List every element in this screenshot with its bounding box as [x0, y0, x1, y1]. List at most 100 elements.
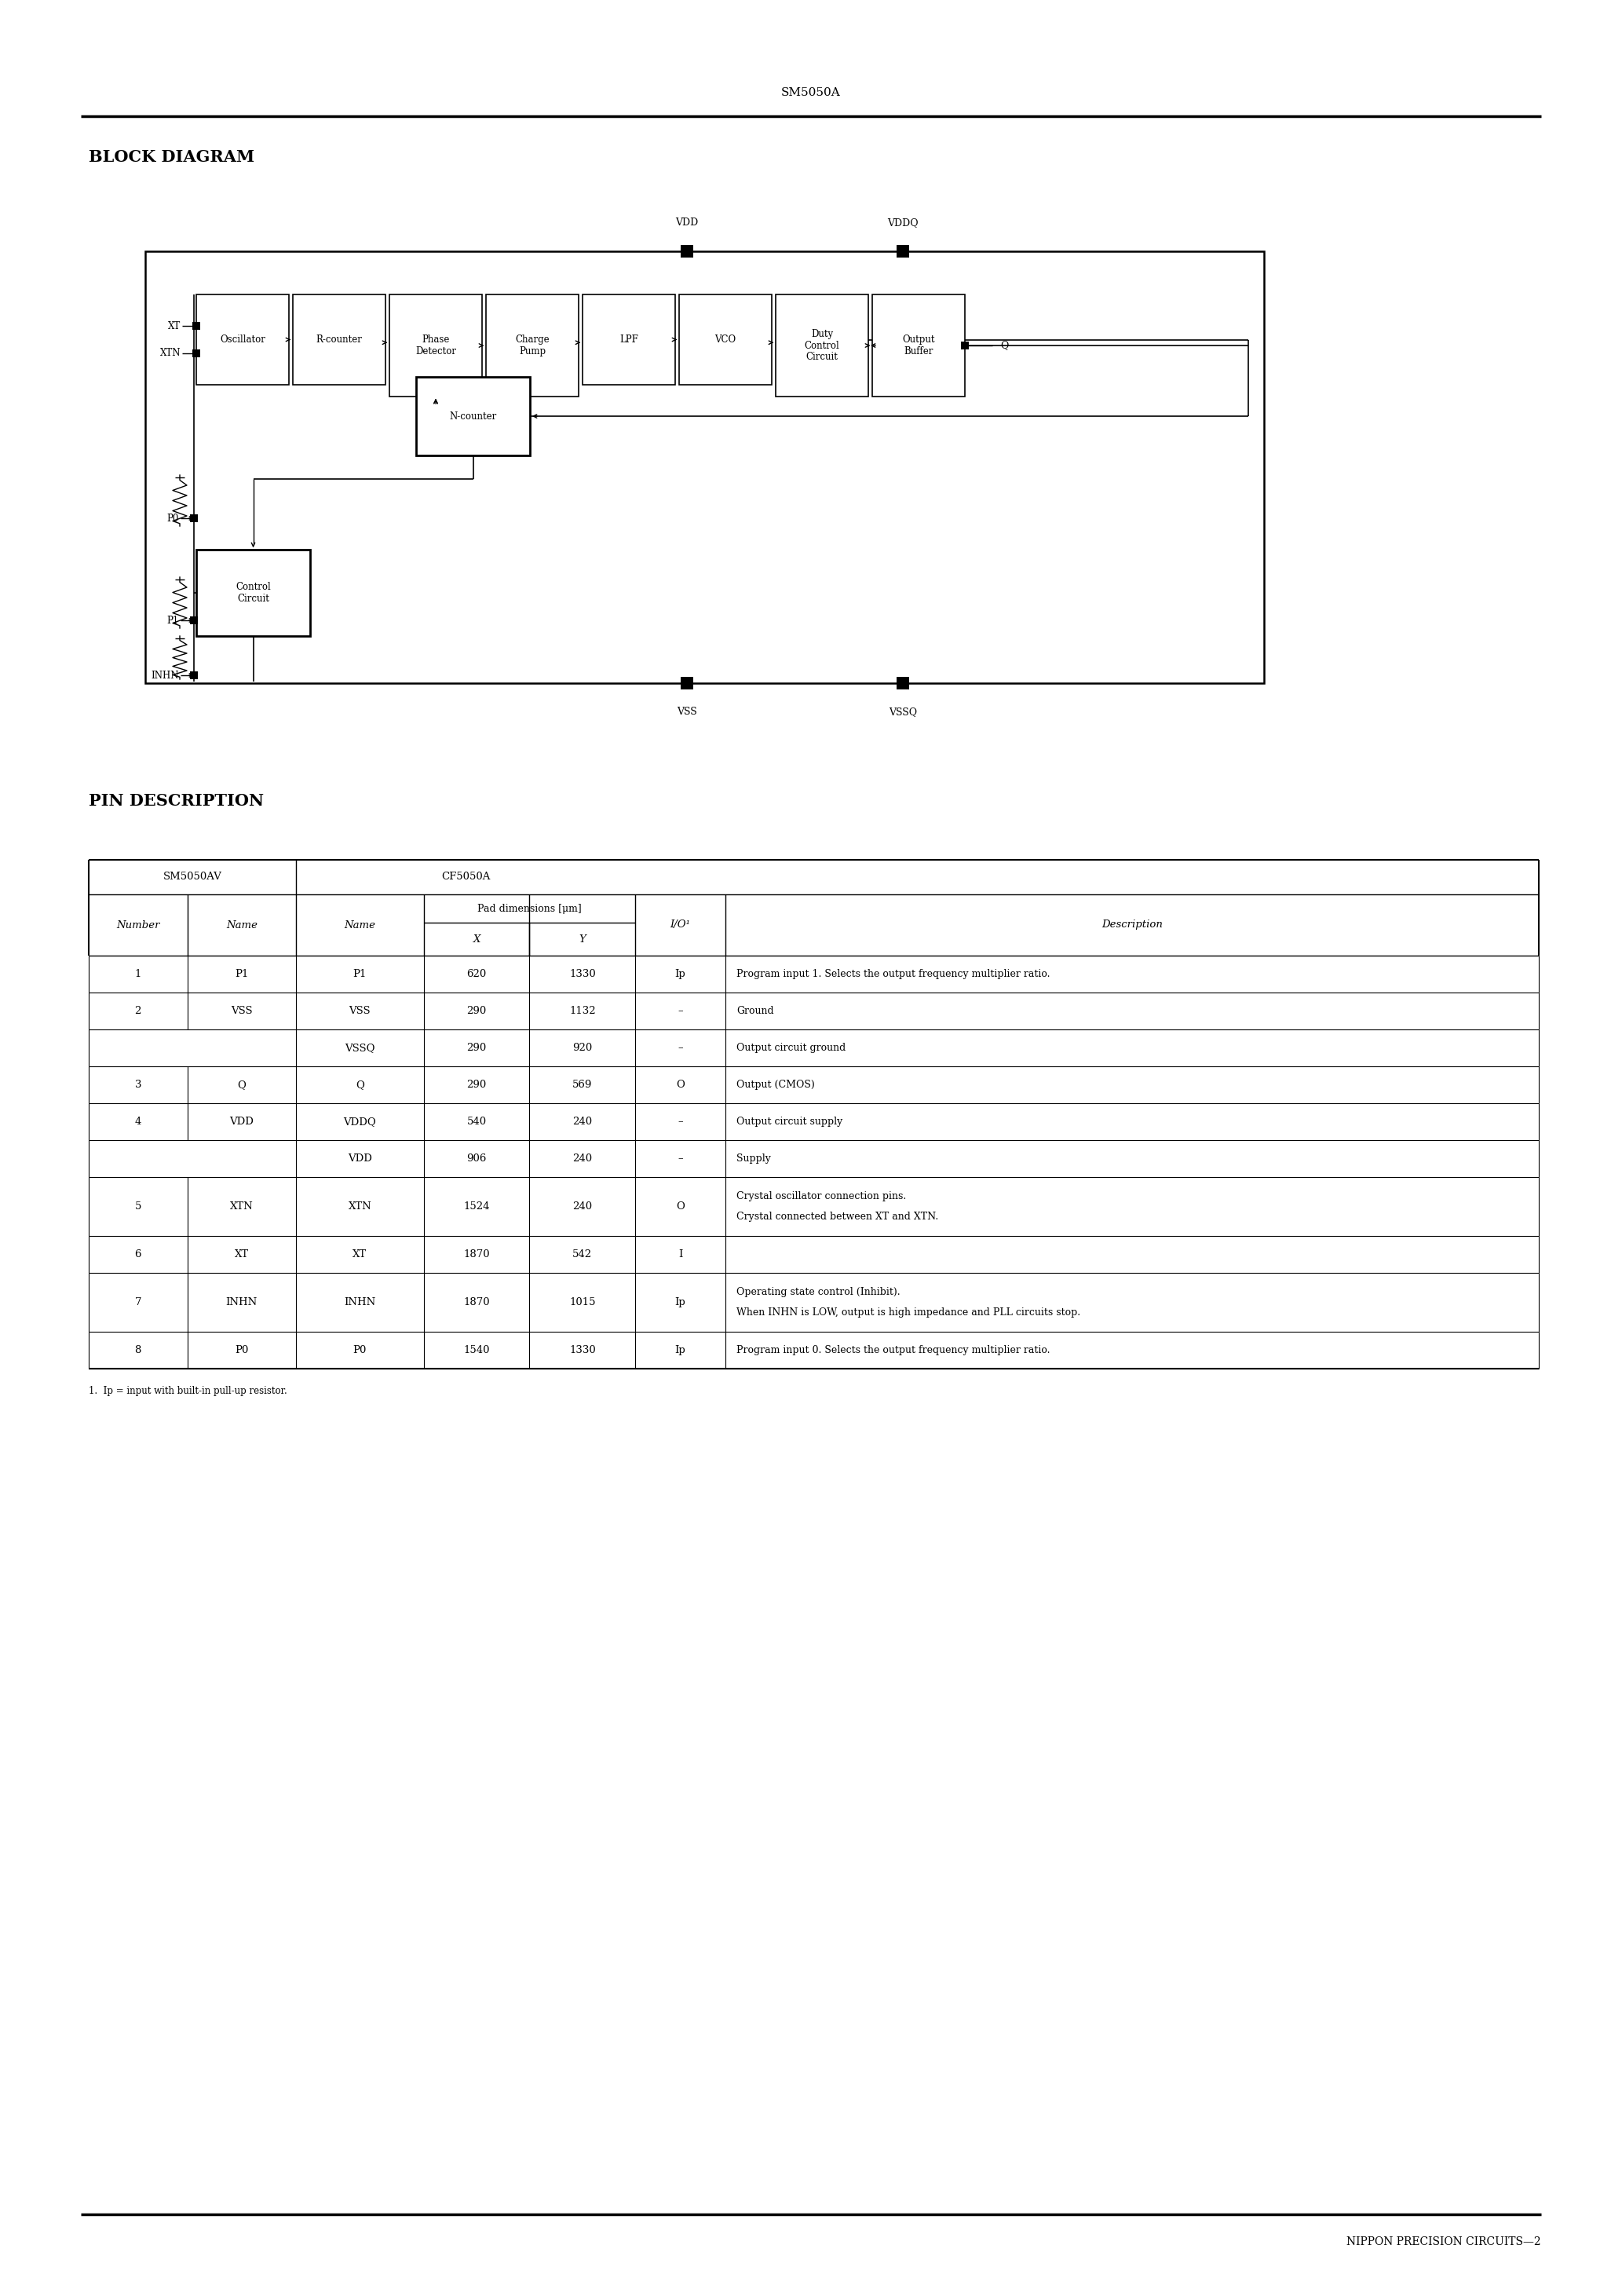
- Text: Ip: Ip: [675, 969, 686, 978]
- Text: Q: Q: [237, 1079, 247, 1091]
- Text: 7: 7: [135, 1297, 141, 1306]
- Bar: [681, 677, 693, 689]
- Text: 6: 6: [135, 1249, 141, 1261]
- Text: XTN: XTN: [230, 1201, 253, 1212]
- Text: PIN DESCRIPTION: PIN DESCRIPTION: [89, 792, 264, 808]
- Text: Supply: Supply: [736, 1153, 770, 1164]
- Text: 1870: 1870: [464, 1297, 490, 1306]
- Text: VSS: VSS: [676, 707, 697, 716]
- Text: 240: 240: [573, 1153, 592, 1164]
- Text: Name: Name: [344, 921, 376, 930]
- Text: 920: 920: [573, 1042, 592, 1054]
- Text: P1: P1: [354, 969, 367, 978]
- Text: 290: 290: [467, 1079, 487, 1091]
- Bar: [897, 677, 910, 689]
- Text: Output (CMOS): Output (CMOS): [736, 1079, 814, 1091]
- Bar: [873, 294, 965, 397]
- Text: I: I: [678, 1249, 683, 1261]
- Text: Program input 0. Selects the output frequency multiplier ratio.: Program input 0. Selects the output freq…: [736, 1345, 1049, 1355]
- Text: R-counter: R-counter: [316, 335, 362, 344]
- Text: Operating state control (Inhibit).: Operating state control (Inhibit).: [736, 1286, 900, 1297]
- Text: VCO: VCO: [715, 335, 736, 344]
- Text: VSS: VSS: [349, 1006, 371, 1017]
- Text: I/O¹: I/O¹: [670, 921, 691, 930]
- Text: INHN: INHN: [344, 1297, 376, 1306]
- Text: Crystal oscillator connection pins.: Crystal oscillator connection pins.: [736, 1192, 907, 1201]
- Text: X: X: [474, 934, 480, 944]
- Text: Ip: Ip: [675, 1345, 686, 1355]
- Bar: [196, 549, 310, 636]
- Text: SM5050A: SM5050A: [782, 87, 840, 99]
- Text: Duty
Control
Circuit: Duty Control Circuit: [805, 328, 840, 363]
- Text: INHN: INHN: [151, 670, 178, 680]
- Bar: [190, 615, 198, 625]
- Text: Description: Description: [1101, 921, 1163, 930]
- Text: 5: 5: [135, 1201, 141, 1212]
- Text: Phase
Detector: Phase Detector: [415, 335, 456, 356]
- Text: VDDQ: VDDQ: [344, 1116, 376, 1127]
- Text: 1: 1: [135, 969, 141, 978]
- Text: 4: 4: [135, 1116, 141, 1127]
- Text: Control
Circuit: Control Circuit: [235, 581, 271, 604]
- Text: Output circuit supply: Output circuit supply: [736, 1116, 842, 1127]
- Text: P0: P0: [354, 1345, 367, 1355]
- Text: –: –: [678, 1153, 683, 1164]
- Bar: [196, 294, 289, 386]
- Bar: [389, 294, 482, 397]
- Text: Pad dimensions [μm]: Pad dimensions [μm]: [477, 902, 582, 914]
- Text: VDD: VDD: [347, 1153, 371, 1164]
- Text: VDD: VDD: [230, 1116, 253, 1127]
- Text: Q: Q: [355, 1079, 365, 1091]
- Text: VDDQ: VDDQ: [887, 218, 918, 227]
- Text: O: O: [676, 1201, 684, 1212]
- Text: –: –: [678, 1116, 683, 1127]
- Text: 906: 906: [467, 1153, 487, 1164]
- Text: BLOCK DIAGRAM: BLOCK DIAGRAM: [89, 149, 255, 165]
- Text: P0: P0: [167, 512, 178, 523]
- Text: CF5050A: CF5050A: [441, 872, 490, 882]
- Text: 240: 240: [573, 1116, 592, 1127]
- Text: 290: 290: [467, 1006, 487, 1017]
- Text: VSSQ: VSSQ: [889, 707, 916, 716]
- Text: N-counter: N-counter: [449, 411, 496, 420]
- Text: 540: 540: [467, 1116, 487, 1127]
- Text: XTN: XTN: [159, 349, 180, 358]
- Bar: [960, 342, 968, 349]
- Bar: [190, 514, 198, 521]
- Text: 620: 620: [467, 969, 487, 978]
- Bar: [487, 294, 579, 397]
- Text: P0: P0: [235, 1345, 248, 1355]
- Text: Crystal connected between XT and XTN.: Crystal connected between XT and XTN.: [736, 1212, 938, 1221]
- Text: Name: Name: [225, 921, 258, 930]
- Text: 240: 240: [573, 1201, 592, 1212]
- Text: 569: 569: [573, 1079, 592, 1091]
- Text: 1015: 1015: [569, 1297, 595, 1306]
- Text: 1524: 1524: [464, 1201, 490, 1212]
- Text: Program input 1. Selects the output frequency multiplier ratio.: Program input 1. Selects the output freq…: [736, 969, 1049, 978]
- Bar: [680, 294, 772, 386]
- Text: Oscillator: Oscillator: [221, 335, 266, 344]
- Text: 1870: 1870: [464, 1249, 490, 1261]
- Text: 1540: 1540: [464, 1345, 490, 1355]
- Text: INHN: INHN: [225, 1297, 258, 1306]
- Text: VSSQ: VSSQ: [345, 1042, 375, 1054]
- Text: 3: 3: [135, 1079, 141, 1091]
- Bar: [681, 246, 693, 257]
- Bar: [294, 294, 386, 386]
- Text: VSS: VSS: [230, 1006, 253, 1017]
- Text: 1132: 1132: [569, 1006, 595, 1017]
- Text: Charge
Pump: Charge Pump: [516, 335, 550, 356]
- Text: –: –: [678, 1042, 683, 1054]
- Text: SM5050AV: SM5050AV: [162, 872, 222, 882]
- Text: 1330: 1330: [569, 969, 595, 978]
- Text: O: O: [676, 1079, 684, 1091]
- Text: 1330: 1330: [569, 1345, 595, 1355]
- Text: 290: 290: [467, 1042, 487, 1054]
- Text: XTN: XTN: [349, 1201, 371, 1212]
- Text: NIPPON PRECISION CIRCUITS—2: NIPPON PRECISION CIRCUITS—2: [1346, 2236, 1541, 2248]
- Text: LPF: LPF: [620, 335, 637, 344]
- Text: VDD: VDD: [675, 218, 699, 227]
- Text: Output
Buffer: Output Buffer: [902, 335, 934, 356]
- Text: Y: Y: [579, 934, 586, 944]
- Bar: [193, 349, 200, 358]
